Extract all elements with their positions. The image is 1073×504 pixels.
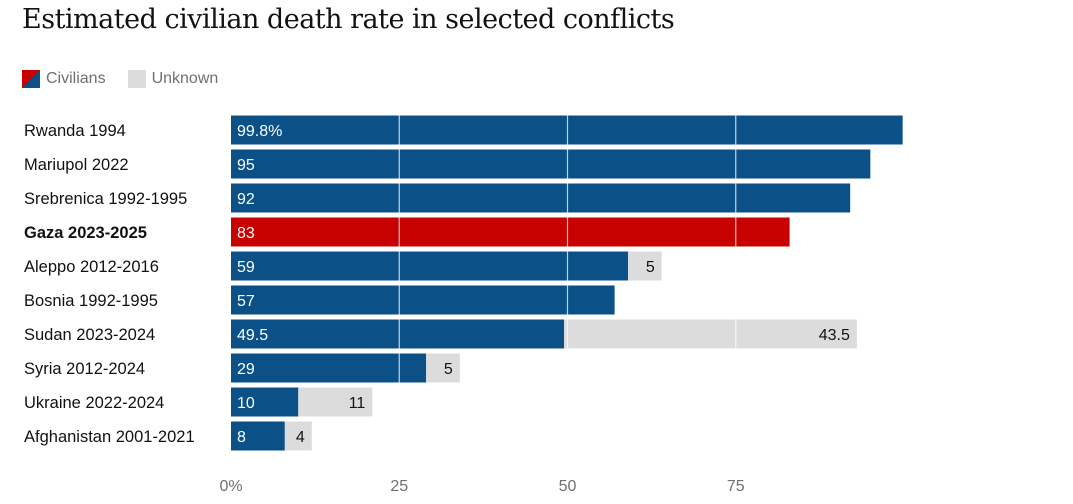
bar-unknown [284, 421, 312, 451]
legend-swatch-civilians [22, 70, 40, 88]
bar-civilians [231, 353, 427, 383]
legend-label-unknown: Unknown [151, 70, 219, 87]
category-label: Syria 2012-2024 [24, 360, 145, 378]
x-tick-label: 75 [727, 478, 745, 495]
bar-unknown [426, 353, 460, 383]
data-label-unknown: 5 [646, 259, 655, 276]
bar-civilians [231, 421, 285, 451]
data-label-civilians: 57 [237, 293, 255, 310]
bar-civilians [231, 285, 615, 315]
data-label-unknown: 4 [296, 429, 305, 446]
data-label-civilians: 8 [237, 429, 246, 446]
bar-civilians [231, 183, 851, 213]
category-label: Srebrenica 1992-1995 [24, 190, 187, 208]
x-tick-label: 25 [390, 478, 408, 495]
legend-label-civilians: Civilians [46, 70, 106, 87]
data-label-civilians: 10 [237, 395, 255, 412]
data-label-civilians: 83 [237, 225, 255, 242]
bar-unknown [628, 251, 662, 281]
bar-unknown [564, 319, 857, 349]
bar-civilians [231, 387, 299, 417]
data-label-unknown: 43.5 [819, 327, 850, 344]
category-label: Ukraine 2022-2024 [24, 394, 164, 412]
legend: Civilians Unknown [22, 70, 240, 88]
x-tick-label: 50 [559, 478, 577, 495]
bar-civilians [231, 115, 903, 145]
bar-unknown [298, 387, 373, 417]
data-label-unknown: 11 [349, 395, 366, 412]
category-label: Aleppo 2012-2016 [24, 258, 159, 276]
bar-civilians [231, 319, 565, 349]
data-label-unknown: 5 [444, 361, 453, 378]
category-label: Sudan 2023-2024 [24, 326, 155, 344]
bar-civilians [231, 251, 629, 281]
legend-item-civilians: Civilians [22, 70, 106, 88]
data-label-civilians: 99.8% [237, 123, 282, 140]
bar-civilians [231, 217, 790, 247]
category-label: Rwanda 1994 [24, 122, 126, 140]
data-label-civilians: 92 [237, 191, 255, 208]
legend-swatch-unknown [127, 70, 146, 88]
legend-item-unknown: Unknown [127, 70, 219, 88]
chart-title: Estimated civilian death rate in selecte… [22, 4, 675, 35]
category-label: Bosnia 1992-1995 [24, 292, 158, 310]
data-label-civilians: 59 [237, 259, 255, 276]
x-tick-label: 0% [219, 478, 242, 495]
data-label-civilians: 49.5 [237, 327, 268, 344]
data-label-civilians: 29 [237, 361, 255, 378]
category-label: Mariupol 2022 [24, 156, 129, 174]
data-label-civilians: 95 [237, 157, 255, 174]
category-label: Gaza 2023-2025 [24, 224, 147, 242]
bar-civilians [231, 149, 871, 179]
category-label: Afghanistan 2001-2021 [24, 428, 195, 446]
